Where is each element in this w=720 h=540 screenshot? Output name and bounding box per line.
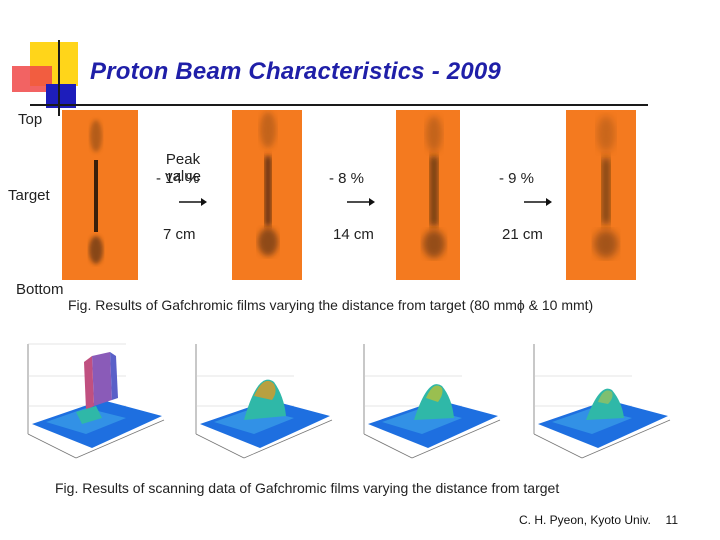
film-beam-trace: [89, 120, 103, 264]
label-top: Top: [18, 111, 43, 128]
gafchromic-film-14cm: [396, 110, 460, 280]
arrow-right-icon: [524, 198, 552, 206]
distance-14cm: 14 cm: [333, 226, 374, 243]
film-beam-trace: [423, 116, 445, 258]
surface-plot-graphic: [27, 343, 165, 459]
scan-plot-14cm: [342, 336, 502, 460]
label-target: Target: [8, 187, 50, 204]
title-underline: [30, 104, 648, 106]
slide-footer: C. H. Pyeon, Kyoto Univ. 11: [519, 513, 678, 527]
peak-value-14cm: - 8 %: [329, 170, 365, 187]
peak-value-21cm: - 9 %: [499, 170, 535, 187]
label-bottom: Bottom: [16, 281, 64, 298]
footer-author: C. H. Pyeon, Kyoto Univ.: [519, 513, 651, 527]
scan-plot-reference: [6, 336, 166, 460]
arrow-right-icon: [347, 198, 375, 206]
surface-plot-graphic: [195, 344, 333, 459]
arrow-right-icon: [179, 198, 207, 206]
gafchromic-film-reference: [62, 110, 138, 280]
surface-plot-graphic: [363, 344, 501, 459]
peak-value-label: Peak value: [165, 151, 201, 185]
film-beam-trace: [594, 116, 618, 258]
film-beam-trace: [258, 112, 278, 256]
distance-21cm: 21 cm: [502, 226, 543, 243]
surface-plot-graphic: [533, 344, 671, 459]
page-number: 11: [665, 513, 678, 527]
figure-caption-films: Fig. Results of Gafchromic films varying…: [68, 297, 594, 313]
distance-7cm: 7 cm: [163, 226, 196, 243]
scan-plot-21cm: [512, 336, 672, 460]
scan-plot-7cm: [174, 336, 334, 460]
slide-title: Proton Beam Characteristics - 2009: [90, 58, 501, 85]
decor-vertical-line: [58, 40, 60, 116]
peak-value-7cm: - 14 %: [156, 170, 200, 187]
gafchromic-film-7cm: [232, 110, 302, 280]
figure-caption-scans: Fig. Results of scanning data of Gafchro…: [55, 480, 560, 496]
decor-red-block: [12, 66, 52, 92]
gafchromic-film-21cm: [566, 110, 636, 280]
